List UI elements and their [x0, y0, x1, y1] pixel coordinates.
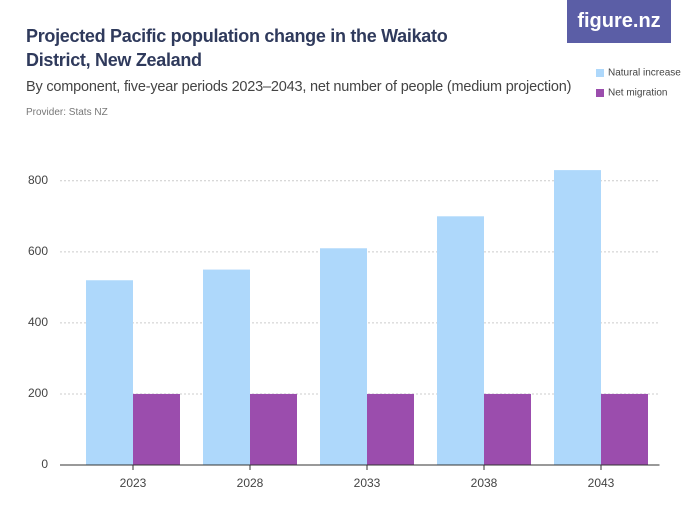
x-tick-label: 2028 — [237, 476, 264, 490]
y-tick-label: 600 — [28, 244, 48, 258]
bar — [437, 216, 484, 465]
bar — [250, 393, 297, 465]
legend-label: Natural increase — [608, 68, 681, 79]
y-tick-label: 0 — [41, 457, 48, 471]
legend-label: Net migration — [608, 88, 667, 99]
bar — [133, 393, 180, 465]
bar — [367, 393, 414, 465]
x-tick-label: 2033 — [354, 476, 381, 490]
y-tick-label: 800 — [28, 173, 48, 187]
bar — [554, 170, 601, 465]
legend-swatch — [596, 69, 604, 77]
logo[interactable]: figure.nz — [567, 0, 671, 43]
chart-title: Projected Pacific population change in t… — [26, 26, 448, 70]
x-tick-label: 2038 — [471, 476, 498, 490]
x-tick-label: 2023 — [120, 476, 147, 490]
bar — [484, 393, 531, 465]
bar — [320, 248, 367, 465]
y-tick-label: 200 — [28, 386, 48, 400]
bar — [601, 393, 648, 465]
bar — [203, 269, 250, 465]
bar — [86, 280, 133, 465]
y-tick-label: 400 — [28, 315, 48, 329]
x-tick-label: 2043 — [588, 476, 615, 490]
chart-subtitle: By component, five-year periods 2023–204… — [26, 79, 572, 95]
provider: Provider: Stats NZ — [26, 107, 108, 118]
legend-swatch — [596, 89, 604, 97]
